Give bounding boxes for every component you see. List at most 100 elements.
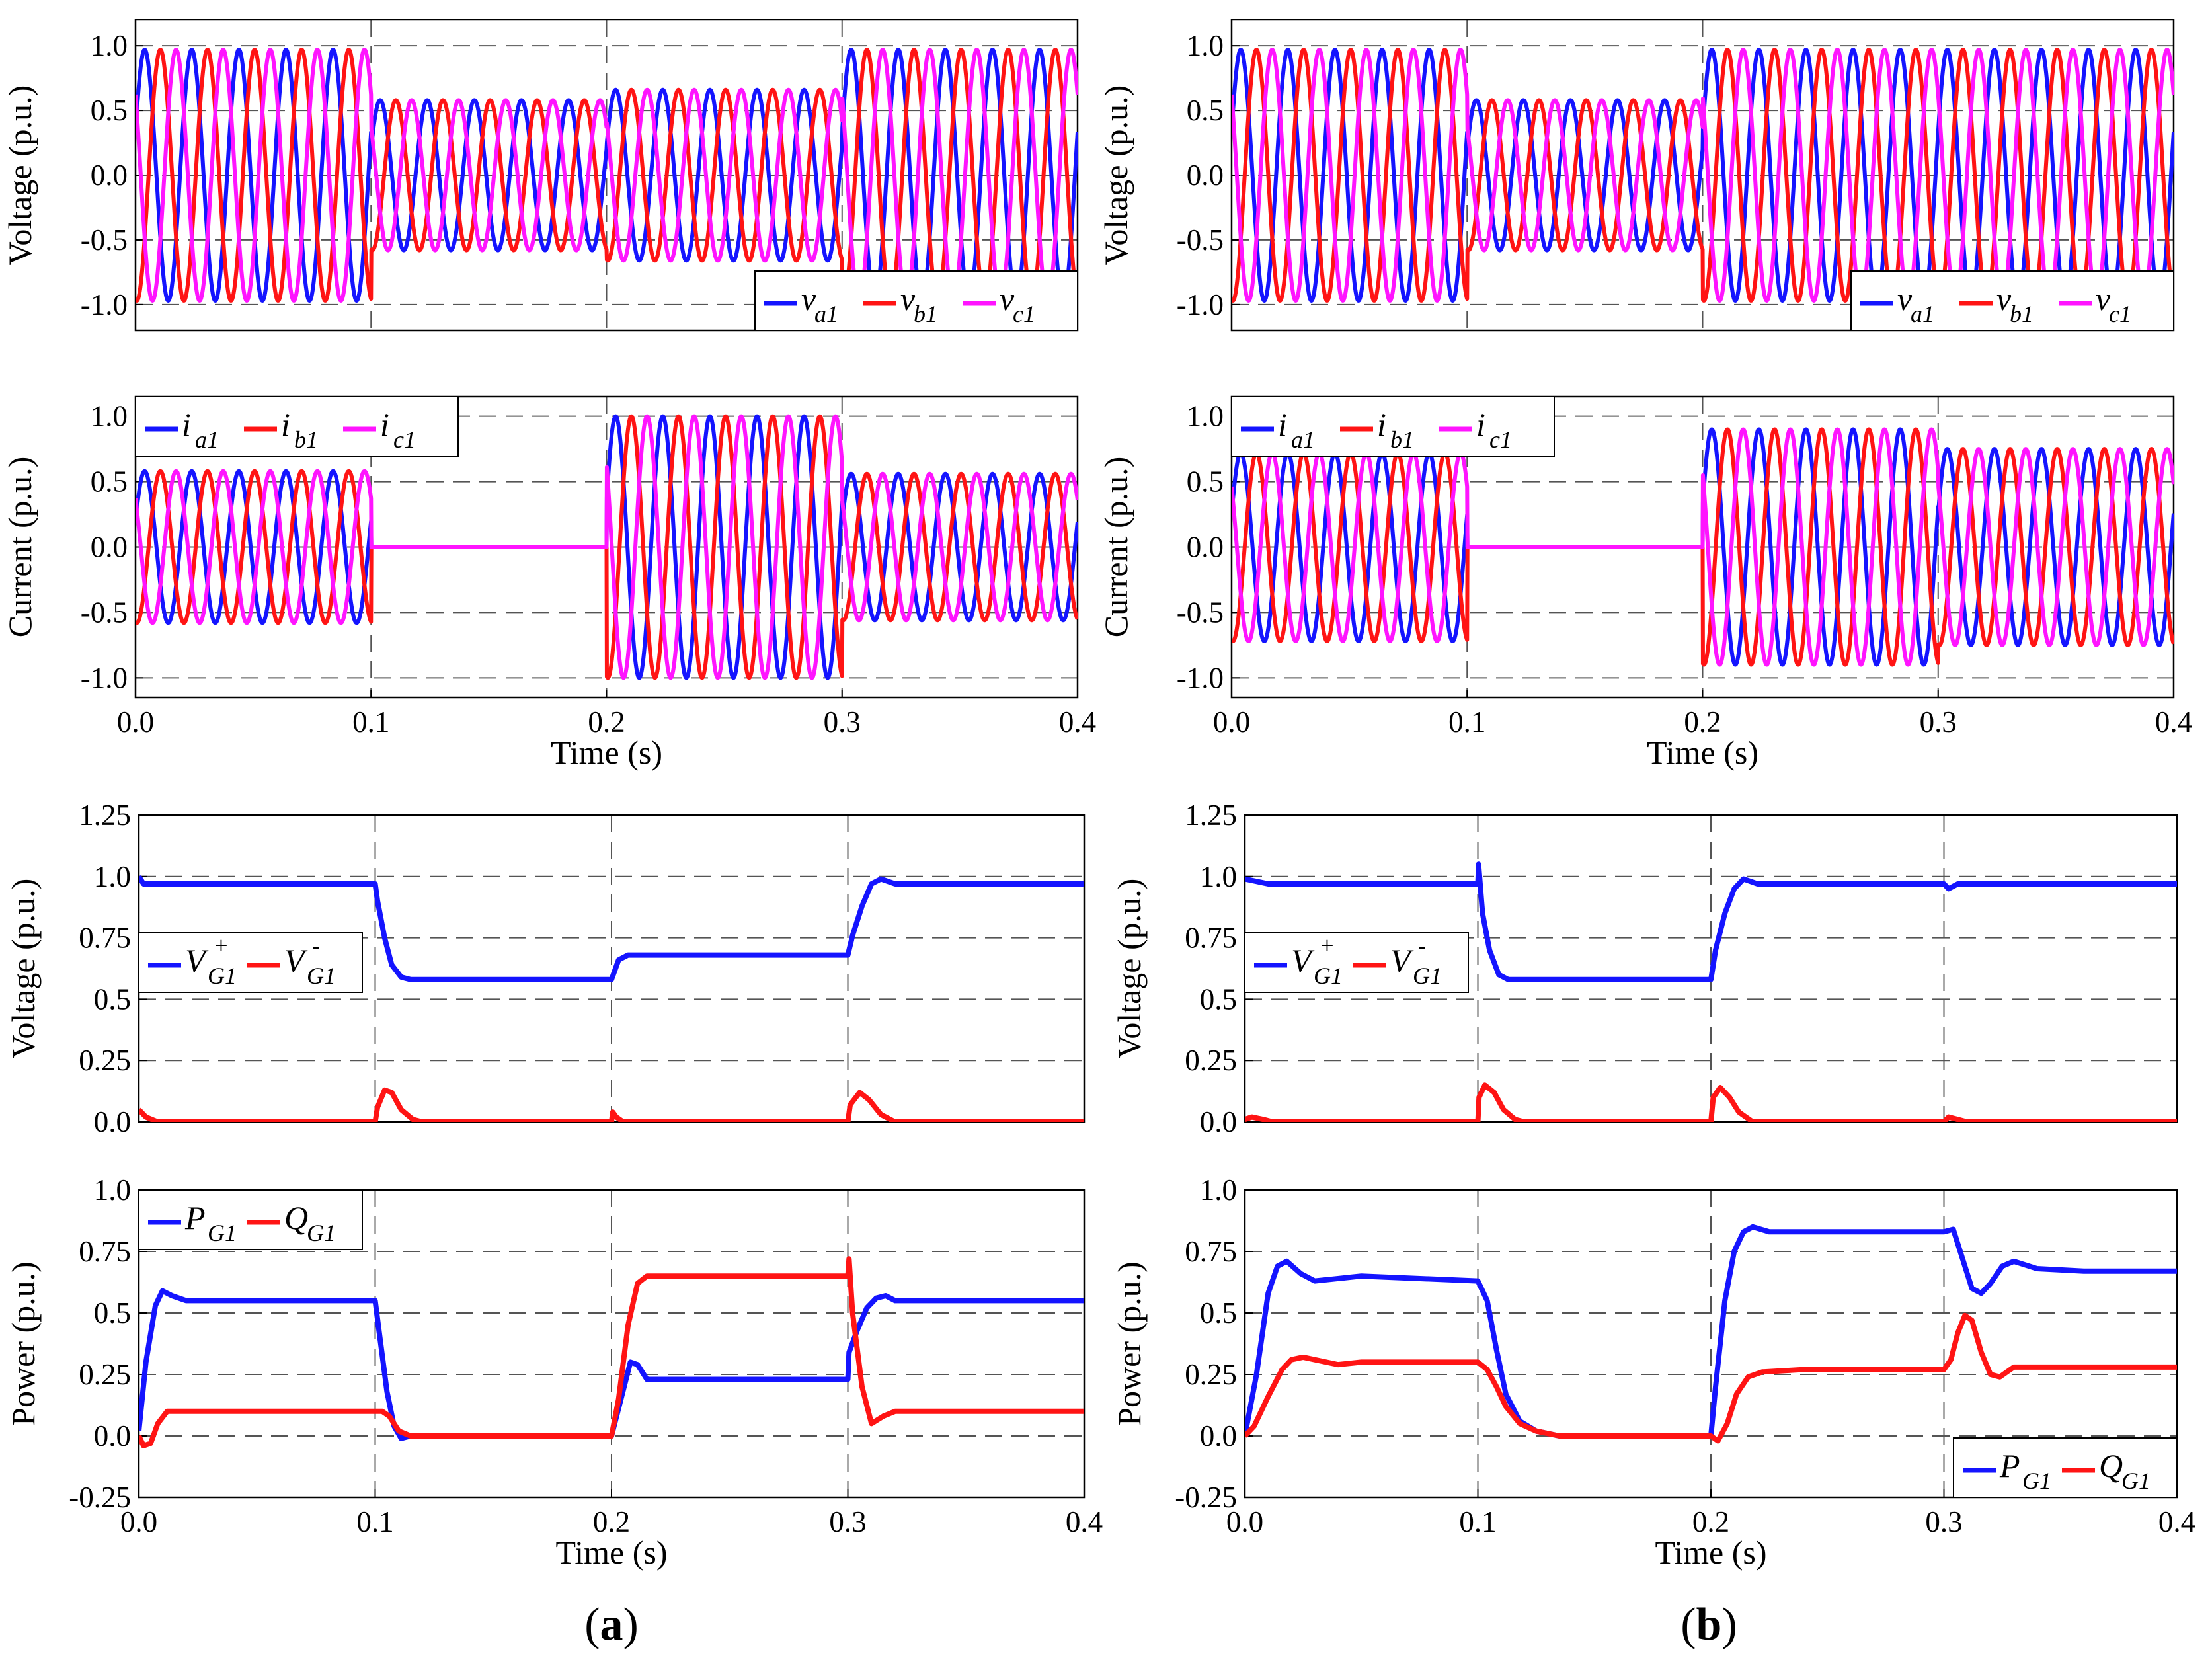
y-tick-label: 0.5 [91,465,128,498]
b-seq-legend: V G1+ V G1- [1244,932,1469,993]
legend-label-subscript: G1 [2121,1468,2151,1494]
x-tick-label: 0.0 [1226,1505,1263,1538]
x-tick-label: 0.2 [593,1505,630,1538]
b-current-series-group [1232,427,2174,667]
legend-box [138,932,363,993]
y-tick-label: 0.25 [79,1044,131,1077]
y-tick-label: 0.5 [1200,1296,1237,1329]
legend-label: Q [284,1199,308,1236]
legend-label-subscript: G1 [307,1220,336,1246]
a-current-axes: 1.0 0.5 0.0 -0.5 -1.0 0.0 0.1 0.2 0.3 0.4 Current … [1,395,1096,771]
b-seq-axes: 1.25 1.0 0.75 0.5 0.25 0.0 Voltage (p.u.) [1111,799,2178,1138]
legend-label-subscript: c1 [1489,426,1512,453]
legend-label: V [1390,942,1414,979]
y-tick-label: 0.5 [1187,94,1224,127]
legend-label: v [801,280,816,317]
legend-label: v [1897,280,1913,317]
legend-label-subscript: a1 [814,301,838,327]
legend-label-subscript: c1 [1013,301,1035,327]
legend-label: i [182,406,191,443]
y-axis-label: Power (p.u.) [5,1261,42,1426]
legend-box [754,270,1078,331]
legend-label-superscript: - [1418,932,1426,959]
y-tick-label: 0.25 [1185,1044,1237,1077]
legend-label-subscript: G1 [2022,1468,2051,1494]
b-seq-series-0-line [1245,861,2177,982]
legend-label: v [900,280,916,317]
y-tick-label: -0.5 [1177,223,1224,257]
y-tick-label: 0.0 [1200,1419,1237,1452]
b-power-series-1-line [1245,1312,2177,1444]
b-voltage-axes: 1.0 0.5 0.0 -0.5 -1.0 Voltage (p.u.) [1097,19,2175,332]
caption-paren-open: ( [584,1599,600,1650]
caption-letter: a [600,1599,623,1650]
x-tick-label: 0.0 [1213,705,1250,738]
y-tick-label: -0.25 [1175,1481,1237,1514]
a-voltage-phase-b-line [136,48,1078,303]
y-tick-label: 0.0 [91,531,128,564]
legend-label: v [1996,280,2012,317]
legend-label: V [284,942,308,979]
y-tick-label: -1.0 [1177,288,1224,321]
y-tick-label: 0.75 [1185,1235,1237,1268]
legend-label: i [380,406,389,443]
x-tick-label: 0.4 [1066,1505,1103,1538]
b-voltage-legend: va1 vb1 vc1 [1850,270,2174,331]
b-power-series-group [1245,1224,2177,1444]
x-tick-label: 0.2 [1692,1505,1729,1538]
x-tick-label: 0.1 [356,1505,393,1538]
a-seq-series-1-line [139,1087,1084,1122]
legend-label-subscript: c1 [2109,301,2131,327]
legend-label-subscript: b1 [914,301,937,327]
y-axis-label: Current (p.u.) [1097,457,1134,638]
y-axis-label: Power (p.u.) [1111,1261,1148,1426]
x-tick-label: 0.2 [588,705,625,738]
legend-label: v [2096,280,2111,317]
legend-label-superscript: - [312,932,320,959]
y-tick-label: 0.0 [1200,1105,1237,1138]
legend-label: v [1000,280,1015,317]
a-voltage-phase-c-line [136,48,1078,303]
y-tick-label: 0.0 [94,1419,131,1452]
b-current-phase-c-line [1232,427,2174,667]
y-tick-label: 1.0 [1187,29,1224,62]
legend-label-superscript: + [213,932,229,959]
b-power-legend: P G1 QG1 [1953,1437,2178,1498]
x-tick-label: 0.3 [1925,1505,1962,1538]
y-axis-label: Voltage (p.u.) [5,879,42,1059]
y-tick-label: 0.0 [1187,159,1224,192]
x-tick-label: 0.1 [1448,705,1485,738]
y-tick-label: 1.0 [1200,860,1237,893]
x-tick-label: 0.4 [2158,1505,2195,1538]
y-tick-label: -0.25 [69,1481,131,1514]
legend-label-subscript: a1 [1911,301,1934,327]
y-tick-label: 0.25 [1185,1358,1237,1391]
b-seq-series-1-line [1245,1082,2177,1122]
legend-label: V [185,942,209,979]
y-tick-label: -1.0 [81,288,128,321]
a-voltage-axes: 1.0 0.5 0.0 -0.5 -1.0 Voltage (p.u.) [1,19,1079,332]
legend-label-subscript: G1 [208,963,237,989]
a-power-series-group [139,1256,1084,1448]
y-tick-label: -0.5 [81,223,128,257]
y-tick-label: -1.0 [81,661,128,694]
legend-label: i [1377,406,1386,443]
legend-label: P [184,1199,206,1236]
y-tick-label: -0.5 [1177,596,1224,629]
y-tick-label: 1.0 [94,860,131,893]
y-axis-label: Current (p.u.) [1,457,38,638]
y-tick-label: 1.0 [1187,400,1224,433]
x-tick-label: 0.4 [2155,705,2192,738]
x-tick-label: 0.1 [1459,1505,1496,1538]
a-power-series-1-line [139,1256,1084,1448]
legend-label-subscript: b1 [294,426,318,453]
a-current-phase-c-line [136,414,1078,680]
y-tick-label: 0.0 [1187,531,1224,564]
y-tick-label: 1.25 [1185,799,1237,832]
y-axis-label: Voltage (p.u.) [1111,879,1148,1059]
legend-label: i [281,406,290,443]
y-tick-label: 0.5 [91,94,128,127]
a-power-legend: P G1 QG1 [138,1189,363,1250]
legend-box [1953,1437,2178,1498]
x-tick-label: 0.0 [120,1505,157,1538]
